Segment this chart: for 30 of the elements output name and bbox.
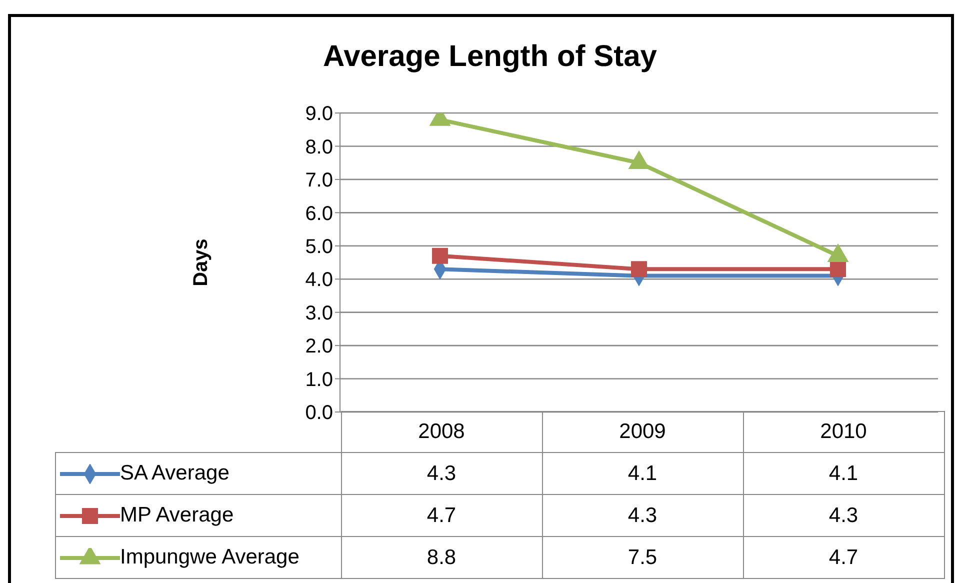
x-tick-label: 2008 bbox=[341, 412, 542, 452]
data-label: 4.1 bbox=[743, 452, 944, 494]
legend-label: Impungwe Average bbox=[120, 546, 300, 569]
y-tick-label: 1.0 bbox=[305, 368, 333, 391]
data-label: 8.8 bbox=[341, 536, 542, 578]
data-label: 4.1 bbox=[542, 452, 743, 494]
y-tick-label: 7.0 bbox=[305, 170, 333, 192]
y-tick-label: 0.0 bbox=[305, 402, 333, 424]
y-tick-label: 9.0 bbox=[305, 103, 333, 126]
x-tick-label: 2010 bbox=[743, 412, 944, 452]
y-tick-label: 2.0 bbox=[305, 336, 333, 358]
data-label: 7.5 bbox=[542, 536, 743, 578]
x-tick-label: 2009 bbox=[542, 412, 743, 452]
y-tick-label: 4.0 bbox=[305, 269, 333, 292]
data-label: 4.7 bbox=[743, 536, 944, 578]
y-axis-title: Days bbox=[190, 238, 212, 286]
legend-label: MP Average bbox=[120, 504, 234, 527]
y-tick-label: 3.0 bbox=[305, 302, 333, 324]
data-label: 4.3 bbox=[743, 494, 944, 536]
point bbox=[432, 248, 448, 264]
point bbox=[830, 261, 846, 278]
data-label: 4.7 bbox=[341, 494, 542, 536]
data-label: 4.3 bbox=[542, 494, 743, 536]
y-tick-label: 6.0 bbox=[305, 202, 333, 225]
y-tick-label: 8.0 bbox=[305, 136, 333, 158]
chart-title: Average Length of Stay bbox=[322, 40, 658, 74]
legend-label: SA Average bbox=[120, 462, 230, 485]
y-tick-label: 5.0 bbox=[305, 236, 333, 258]
point bbox=[631, 261, 647, 278]
data-label: 4.3 bbox=[341, 452, 542, 494]
